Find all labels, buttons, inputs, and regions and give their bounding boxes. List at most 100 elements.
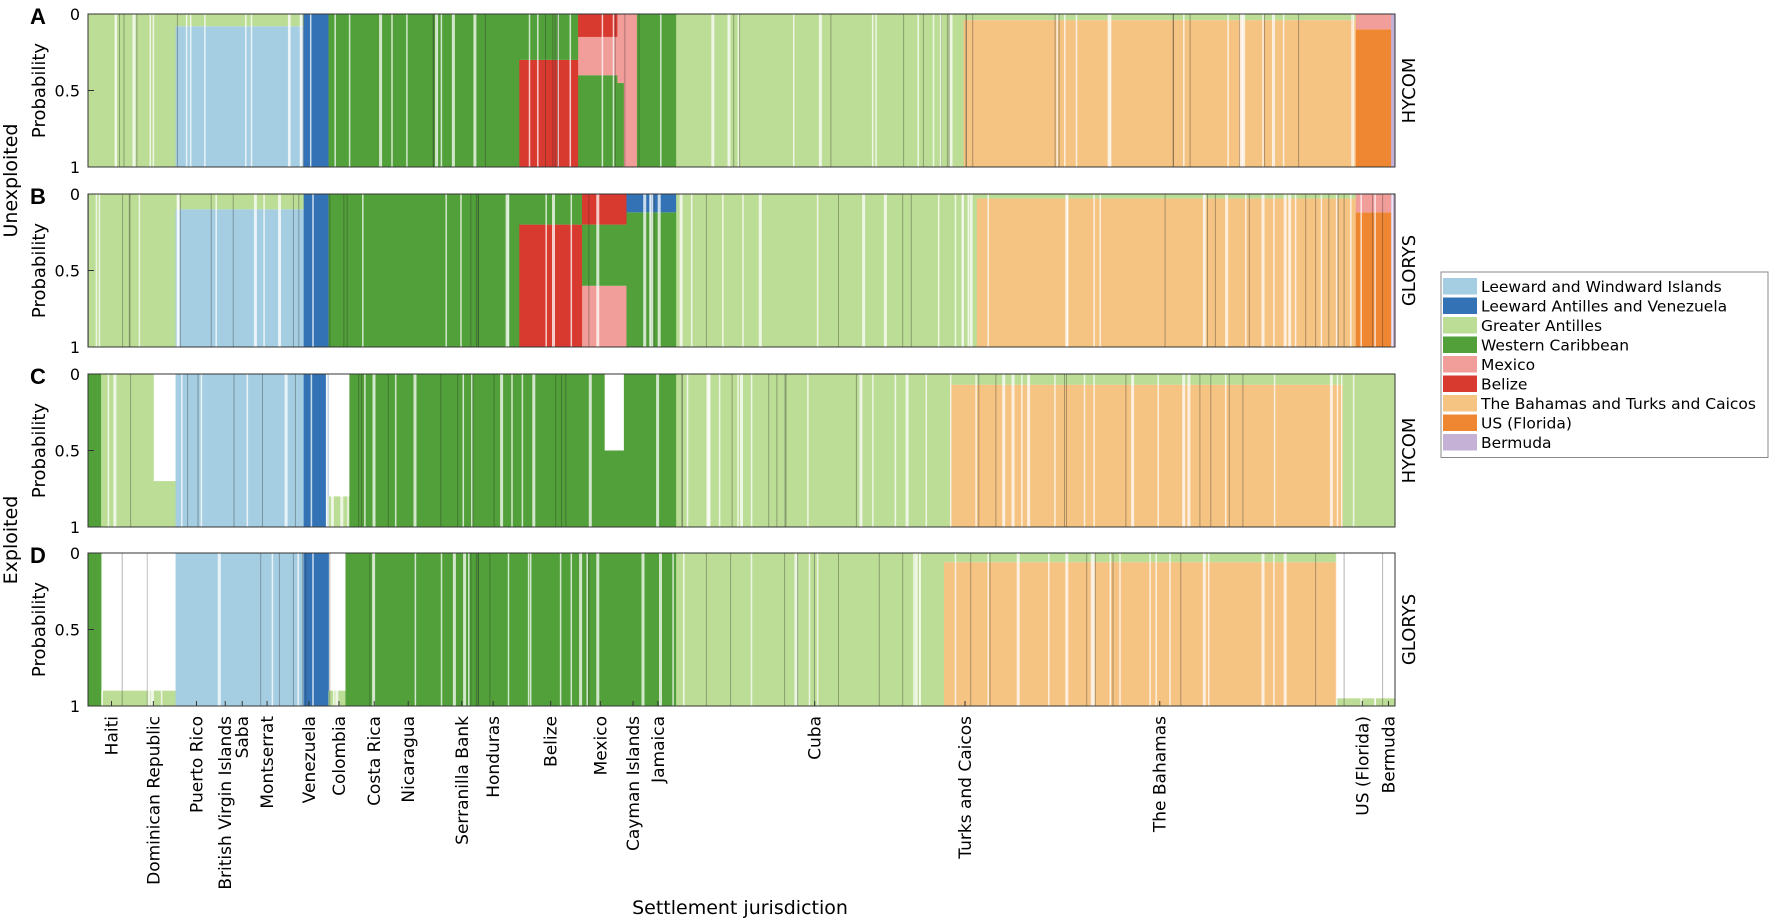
bar-segment-c-7	[604, 450, 625, 527]
bar-segment-b-5	[582, 285, 627, 347]
bar-segment-b-8	[976, 194, 1357, 199]
x-tick-label: Bermuda	[1379, 716, 1399, 793]
x-tick-label: Saba	[233, 716, 253, 758]
y-tick-label: 0.5	[55, 82, 80, 101]
panel-letter: C	[30, 364, 46, 389]
panel-d: 0 0.5 1 Probability D GLORYS	[29, 543, 1420, 716]
bar-segment-a-3	[328, 14, 520, 167]
bar-segment-a-6	[617, 82, 625, 167]
bar-segment-c-11	[1342, 374, 1396, 527]
legend-swatch	[1443, 336, 1477, 353]
bar-segment-a-11	[1355, 29, 1392, 167]
x-tick-label: Turks and Caicos	[956, 716, 976, 860]
bar-segment-c-1	[101, 374, 154, 527]
bar-segment-d-5	[345, 553, 625, 706]
bar-segment-a-6	[617, 14, 625, 83]
bar-segment-a-8	[636, 14, 677, 167]
y-axis-label: Probability	[29, 43, 50, 138]
group-label: Unexploited	[0, 124, 22, 238]
bar-segment-c-10	[950, 384, 1344, 527]
x-tick-label: Dominican Republic	[144, 716, 164, 885]
legend-entry: Bermuda	[1481, 434, 1552, 452]
x-tick-label: Venezuela	[300, 716, 320, 803]
bar-segment-b-1	[175, 209, 305, 347]
legend-entry: Leeward Antilles and Venezuela	[1481, 298, 1727, 316]
x-tick-label: Costa Rica	[365, 716, 385, 806]
legend-swatch	[1443, 297, 1477, 314]
x-tick-label: Cayman Islands	[624, 716, 644, 851]
x-tick-label: Puerto Rico	[187, 716, 207, 813]
legend-swatch	[1443, 395, 1477, 412]
bar-segment-a-12	[1391, 14, 1396, 167]
bar-segment-b-4	[519, 224, 583, 347]
model-label: HYCOM	[1399, 58, 1420, 124]
bar-segment-b-9	[1355, 194, 1392, 213]
bar-segment-d-1	[101, 690, 176, 706]
bar-segment-d-0	[88, 553, 102, 706]
y-axis-label: Probability	[29, 223, 50, 318]
bar-segment-b-4	[519, 194, 583, 225]
bar-segment-a-10	[963, 20, 1357, 168]
x-tick-label: Honduras	[484, 716, 504, 798]
bar-segment-c-10	[950, 374, 1344, 385]
legend-swatch	[1443, 414, 1477, 431]
y-tick-label: 0.5	[55, 621, 80, 640]
bar-segment-b-7	[676, 194, 978, 347]
legend-entry: Mexico	[1481, 356, 1535, 374]
bar-segment-d-8	[944, 562, 1337, 706]
x-tick-label: Montserrat	[258, 716, 278, 809]
model-label: GLORYS	[1399, 235, 1420, 306]
y-tick-label: 1	[70, 158, 80, 177]
bar-segment-a-11	[1355, 14, 1392, 30]
x-axis-title: Settlement jurisdiction	[632, 897, 848, 919]
y-tick-label: 0.5	[55, 442, 80, 461]
bar-segment-d-3	[303, 553, 329, 706]
legend-entry: Leeward and Windward Islands	[1481, 278, 1722, 296]
bar-segment-c-3	[175, 374, 305, 527]
panel-c: 0 0.5 1 Probability C HYCOM	[29, 364, 1420, 537]
bar-segment-a-10	[963, 14, 1357, 21]
x-tick-label: British Virgin Islands	[216, 716, 236, 890]
bar-segment-c-4	[303, 374, 329, 527]
x-tick-label: Colombia	[330, 716, 350, 796]
bar-segment-a-2	[303, 14, 329, 167]
bar-segment-a-7	[623, 14, 638, 167]
y-tick-label: 0.5	[55, 262, 80, 281]
group-label: Exploited	[0, 496, 22, 585]
bar-segment-c-0	[88, 374, 102, 527]
y-tick-label: 1	[70, 697, 80, 716]
y-tick-label: 0	[70, 544, 80, 563]
y-axis-label: Probability	[29, 403, 50, 498]
x-tick-label: Belize	[542, 716, 562, 767]
legend-swatch	[1443, 356, 1477, 373]
legend-swatch	[1443, 434, 1477, 451]
bar-segment-b-10	[1391, 194, 1396, 347]
bar-segment-b-1	[175, 194, 305, 210]
bar-segment-d-8	[944, 553, 1337, 563]
bar-segment-d-9	[1336, 698, 1396, 706]
bar-segment-b-2	[303, 194, 329, 347]
legend-swatch	[1443, 317, 1477, 334]
model-label: HYCOM	[1399, 418, 1420, 484]
bar-segment-d-6	[623, 553, 677, 706]
bar-segment-a-5	[578, 14, 618, 37]
legend-swatch	[1443, 375, 1477, 392]
legend: Leeward and Windward Islands Leeward Anti…	[1440, 271, 1769, 458]
x-tick-label: Cuba	[806, 716, 826, 760]
bar-segment-c-2	[153, 481, 176, 527]
bar-segment-d-7	[676, 553, 945, 706]
plot-area: 0 0.5 1 Probability A HYCOM 0 0.5 1 Probability B G…	[0, 4, 1420, 716]
bar-segment-c-9	[676, 374, 952, 527]
y-tick-label: 0	[70, 185, 80, 204]
bar-segment-d-2	[175, 553, 305, 706]
legend-entry: The Bahamas and Turks and Caicos	[1480, 395, 1756, 413]
panel-a: 0 0.5 1 Probability A HYCOM	[29, 4, 1420, 177]
bar-segment-a-1	[175, 14, 305, 27]
panel-letter: D	[30, 543, 46, 568]
legend-entry: Western Caribbean	[1481, 337, 1629, 355]
bar-segment-b-0	[88, 194, 176, 347]
x-tick-label: Mexico	[591, 716, 611, 775]
legend-box	[1440, 271, 1769, 458]
bar-segment-a-5	[578, 36, 618, 76]
x-tick-label: US (Florida)	[1353, 716, 1373, 816]
